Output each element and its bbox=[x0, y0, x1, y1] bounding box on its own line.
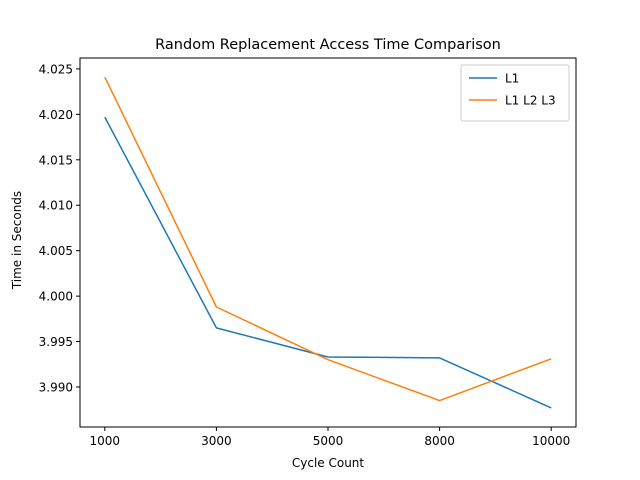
series-line-l1-l2-l3 bbox=[104, 76, 552, 402]
y-tick-label: 3.990 bbox=[39, 381, 73, 395]
series-line-l1 bbox=[104, 116, 552, 409]
y-tick-label: 4.005 bbox=[39, 244, 73, 258]
chart-title: Random Replacement Access Time Compariso… bbox=[155, 37, 501, 53]
y-tick-label: 4.010 bbox=[39, 199, 73, 213]
y-tick-label: 3.995 bbox=[39, 335, 73, 349]
y-axis: 3.990 3.995 4.000 4.005 4.010 4.015 4.020 4.025 bbox=[39, 62, 80, 395]
y-tick-label: 4.015 bbox=[39, 153, 73, 167]
legend: L1 L1 L2 L3 bbox=[460, 64, 570, 122]
y-tick-label: 4.000 bbox=[39, 290, 73, 304]
x-tick-label: 5000 bbox=[313, 434, 344, 448]
x-tick-label: 3000 bbox=[201, 434, 232, 448]
legend-label: L1 L2 L3 bbox=[505, 94, 556, 108]
legend-label: L1 bbox=[505, 72, 519, 86]
x-axis: 1000 3000 5000 8000 10000 bbox=[90, 427, 570, 448]
plot-area bbox=[104, 76, 552, 409]
legend-box bbox=[460, 64, 570, 122]
y-tick-label: 4.025 bbox=[39, 62, 73, 76]
x-tick-label: 1000 bbox=[90, 434, 121, 448]
x-tick-label: 8000 bbox=[424, 434, 455, 448]
y-axis-title: Time in Seconds bbox=[10, 191, 24, 290]
y-tick-label: 4.020 bbox=[39, 108, 73, 122]
x-axis-title: Cycle Count bbox=[292, 456, 365, 470]
x-tick-label: 10000 bbox=[532, 434, 570, 448]
